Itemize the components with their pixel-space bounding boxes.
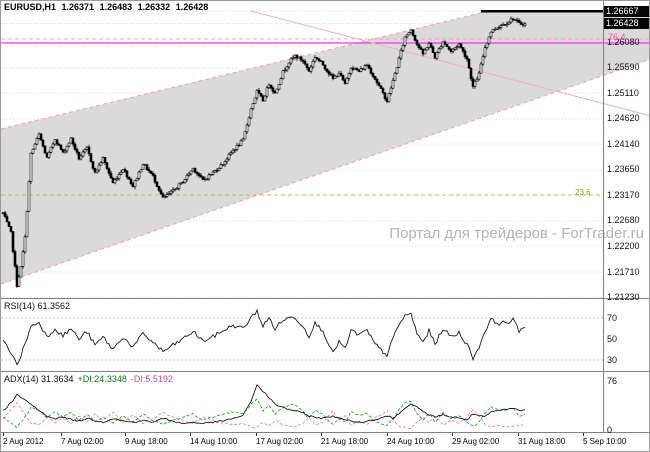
rsi-level-label: 70 (607, 313, 618, 323)
price-axis-label: 1.23650 (607, 164, 640, 175)
time-axis-label: 9 Aug 18:00 (125, 437, 168, 446)
symbol-timeframe: EURUSD,H1 (4, 2, 57, 12)
adx-scale-label: 76 (607, 376, 618, 386)
adx-indicator-area[interactable] (1, 372, 603, 432)
watermark: Портал для трейдеров - ForTrader.ru (389, 225, 644, 242)
time-tick (452, 433, 453, 436)
rsi-level-label: 30 (607, 355, 618, 365)
time-axis-label: 24 Aug 10:00 (387, 437, 435, 446)
price-axis-label: 1.26080 (607, 36, 640, 47)
time-axis-label: 21 Aug 18:00 (321, 437, 369, 446)
adx-value: ADX(14) 31.3634 (4, 374, 74, 384)
time-axis-label: 2 Aug 2012 (3, 437, 44, 446)
ohlc-high: 1.26483 (99, 2, 133, 12)
adx-scale-label: 0 (607, 425, 613, 435)
current-price-tag: 1.26667 (604, 5, 649, 17)
time-axis-label: 14 Aug 10:00 (190, 437, 238, 446)
panel-divider (1, 371, 649, 372)
time-tick (321, 433, 322, 436)
rsi-indicator-label: RSI(14) 61.3562 (4, 301, 71, 311)
time-tick (387, 433, 388, 436)
price-axis[interactable]: 1.26667 1.26428 1.26080 1.25590 1.25110 1.246… (603, 1, 649, 433)
fibonacci-764-label: 76.4 (608, 32, 626, 42)
time-axis-label: 5 Sep 10:00 (583, 437, 627, 446)
price-chart-area[interactable] (1, 1, 650, 299)
rsi-indicator-area[interactable] (1, 299, 603, 371)
time-axis[interactable]: 2 Aug 2012 7 Aug 02:00 9 Aug 18:00 14 Aug 1… (1, 433, 649, 451)
price-axis-label: 1.21710 (607, 266, 640, 277)
price-axis-label: 1.25110 (607, 87, 639, 98)
time-tick (583, 433, 584, 436)
time-axis-border (1, 432, 649, 433)
panel-divider (1, 298, 649, 299)
ohlc-open: 1.26371 (61, 2, 95, 12)
chart-title: EURUSD,H1 1.26371 1.26483 1.26332 1.2642… (4, 2, 211, 12)
time-tick (256, 433, 257, 436)
time-tick (3, 433, 4, 436)
price-axis-label: 1.22200 (607, 240, 640, 251)
minus-di-value: -DI:5.5192 (130, 374, 173, 384)
time-axis-label: 31 Aug 18:00 (518, 437, 566, 446)
price-axis-label: 1.21230 (607, 291, 640, 302)
price-axis-label: 1.24140 (607, 138, 640, 149)
time-tick (518, 433, 519, 436)
price-axis-label: 1.23170 (607, 189, 640, 200)
price-axis-border (603, 1, 604, 432)
rsi-level-label: 50 (607, 334, 618, 344)
ohlc-close: 1.26428 (175, 2, 209, 12)
fibonacci-236-label: 23.6 (575, 188, 591, 197)
time-axis-label: 7 Aug 02:00 (61, 437, 104, 446)
ohlc-low: 1.26332 (137, 2, 171, 12)
time-tick (190, 433, 191, 436)
price-axis-label: 1.22680 (607, 215, 640, 226)
time-axis-label: 29 Aug 02:00 (452, 437, 500, 446)
price-axis-label: 1.25590 (607, 62, 640, 73)
price-axis-label: 1.24620 (607, 113, 640, 124)
time-tick (61, 433, 62, 436)
plus-di-value: +DI:24.3348 (77, 374, 127, 384)
time-tick (125, 433, 126, 436)
time-axis-label: 17 Aug 02:00 (256, 437, 304, 446)
adx-indicator-label: ADX(14) 31.3634 +DI:24.3348 -DI:5.5192 (4, 374, 173, 384)
current-price-tag: 1.26428 (604, 18, 649, 30)
